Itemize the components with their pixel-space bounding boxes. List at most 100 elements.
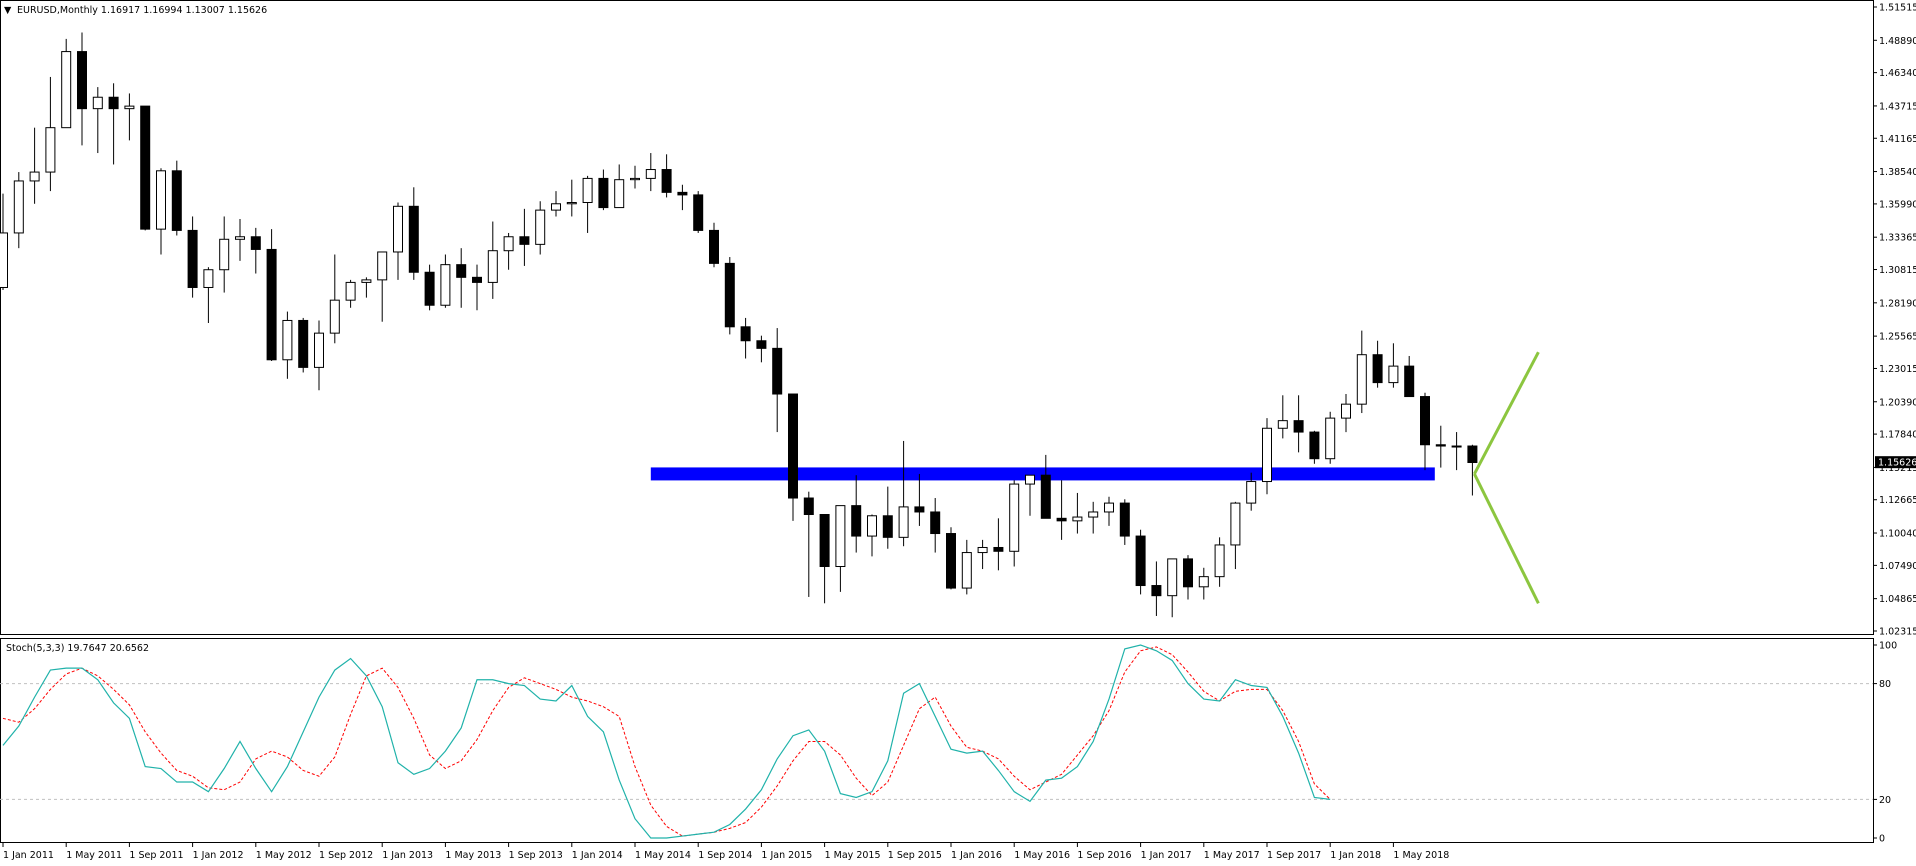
candle-body (13, 180, 24, 234)
candle (1420, 392, 1430, 471)
candle-body (203, 269, 214, 288)
time-axis: 1 Jan 2011 1 May 2011 1 Sep 2011 1 Jan 2012… (2, 843, 1449, 861)
candle (914, 473, 925, 526)
candle-body (266, 248, 277, 361)
candle-body (1009, 483, 1020, 552)
candle (946, 527, 956, 590)
time-tick-label: 1 May 2012 (256, 850, 312, 861)
time-tick-label: 1 May 2016 (1014, 850, 1070, 861)
candle-body (724, 262, 735, 328)
candle (314, 320, 324, 391)
candle (408, 187, 419, 280)
price-tick-label: 1.12665 (1879, 495, 1916, 506)
time-tick-label: 1 Jan 2017 (1141, 850, 1192, 861)
stochastic-signal-line (2, 646, 1331, 837)
candle (266, 229, 277, 362)
time-tick-label: 1 May 2018 (1393, 850, 1449, 861)
candle (124, 93, 135, 141)
candle (1293, 395, 1304, 453)
candle (1104, 496, 1114, 526)
candle-body (1420, 396, 1430, 446)
stochastic-panel[interactable]: 100 80 20 0 Stoch(5,3,3) 19.7647 20.6562 (0, 638, 1897, 845)
candle (282, 311, 293, 379)
candle (551, 191, 561, 217)
price-tick-label: 1.02315 (1879, 627, 1916, 638)
candle-body (1025, 474, 1035, 485)
candle (1151, 561, 1162, 616)
stochastic-tick-label: 80 (1879, 679, 1891, 690)
candle-body (108, 96, 119, 110)
candle (140, 105, 151, 231)
candle (1214, 537, 1225, 587)
candle-body (0, 232, 8, 288)
stochastic-tick-label: 100 (1879, 641, 1897, 652)
candle (756, 335, 767, 363)
candle (1277, 395, 1288, 439)
candle (235, 218, 245, 261)
candle-body (1341, 403, 1351, 419)
candle (930, 498, 941, 553)
candle-body (1230, 502, 1241, 546)
candle (977, 539, 988, 570)
candle (851, 475, 862, 553)
time-tick-label: 1 Jan 2012 (193, 850, 244, 861)
candle-body (29, 171, 40, 182)
time-tick-label: 1 Sep 2012 (319, 850, 373, 861)
candle (61, 38, 72, 129)
chart-menu-arrow-icon[interactable]: ▼ (4, 5, 12, 16)
time-tick-label: 1 May 2017 (1204, 850, 1260, 861)
price-tick-label: 1.38540 (1879, 167, 1916, 178)
candle-body (1072, 516, 1083, 522)
candle-body (867, 515, 877, 537)
candle-body (1056, 517, 1067, 522)
time-tick-label: 1 Sep 2017 (1267, 850, 1321, 861)
price-tick-label: 1.25565 (1879, 332, 1916, 343)
candle-body (788, 393, 798, 499)
candle-body (1183, 558, 1193, 588)
candle-body (1277, 420, 1288, 429)
price-tick-label: 1.41165 (1879, 134, 1916, 145)
candle (472, 264, 482, 311)
price-tick-label: 1.15215 (1879, 463, 1916, 474)
candle (677, 184, 688, 211)
candle (645, 153, 656, 192)
projection-layer (1473, 351, 1540, 604)
price-tick-label: 1.51515 (1879, 3, 1916, 14)
candle-body (819, 514, 830, 568)
candle-body (408, 205, 419, 273)
stochastic-tick-label: 0 (1879, 834, 1885, 845)
candle-body (598, 177, 609, 209)
candle-body (1119, 502, 1130, 537)
candle-body (961, 552, 972, 589)
candle (440, 254, 451, 308)
candle (1451, 432, 1462, 471)
candle (582, 175, 593, 233)
price-tick-label: 1.20390 (1879, 397, 1916, 408)
candle-body (487, 250, 498, 283)
indicator-header: Stoch(5,3,3) 19.7647 20.6562 (6, 643, 149, 654)
candle (1056, 480, 1067, 540)
candle (393, 202, 403, 280)
candle (424, 264, 435, 311)
candle-body (282, 319, 293, 361)
candle-body (45, 127, 56, 173)
candle-body (140, 105, 151, 230)
candle (108, 83, 119, 165)
candle-body (472, 276, 482, 283)
candle (92, 87, 103, 154)
price-tick-label: 1.46340 (1879, 68, 1916, 79)
time-tick-label: 1 Jan 2018 (1330, 850, 1381, 861)
candle-body (1104, 502, 1114, 513)
price-panel[interactable]: 1.51515 1.48890 1.46340 1.43715 1.41165 1.385… (0, 0, 1916, 638)
candle (724, 257, 735, 335)
projection-up-line (1473, 351, 1540, 475)
candle (329, 254, 340, 344)
price-tick-label: 1.43715 (1879, 101, 1916, 112)
price-tick-label: 1.07490 (1879, 561, 1916, 572)
candle-body (882, 515, 893, 538)
candle-body (1135, 535, 1146, 587)
candle (740, 317, 751, 359)
candle-body (1167, 558, 1178, 597)
price-tick-label: 1.35990 (1879, 199, 1916, 210)
